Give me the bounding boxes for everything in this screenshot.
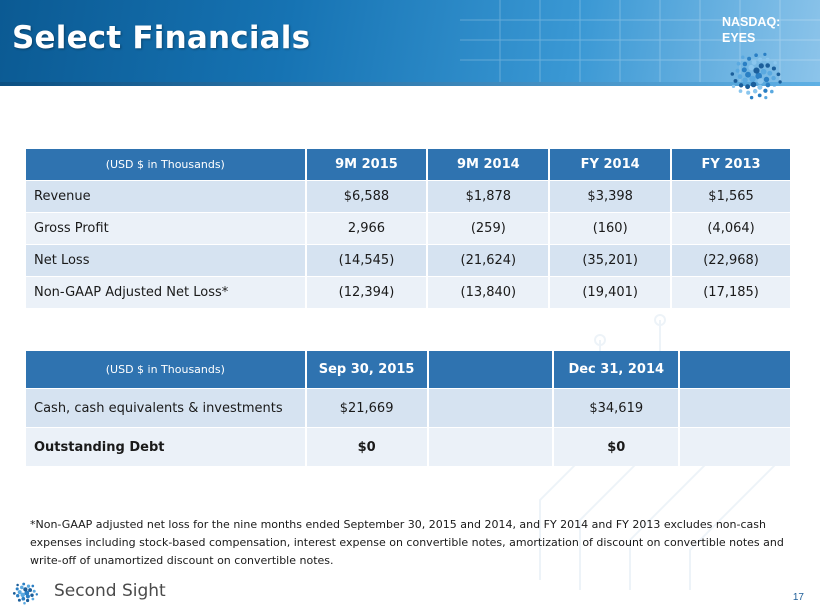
column-header: FY 2013 [671,149,792,181]
second-sight-logo: Second Sight [12,580,192,606]
header-banner: Select Financials NASDAQ: EYES [0,0,820,82]
balance-table: (USD $ in Thousands) Sep 30, 2015 Dec 31… [26,351,792,466]
table-row: Gross Profit 2,966 (259) (160) (4,064) [26,212,792,245]
table-cell [427,427,555,466]
table-cell: $21,669 [305,388,429,428]
header-underline [0,82,820,86]
column-header [679,351,792,389]
table-cell: (4,064) [671,212,792,245]
company-name: Second Sight [54,581,166,601]
banner-grid-pattern [460,0,820,82]
table-cell: (22,968) [671,244,792,277]
row-label: Non-GAAP Adjusted Net Loss* [26,276,307,308]
table-cell: (14,545) [305,244,429,277]
row-label: Cash, cash equivalents & investments [26,388,307,428]
row-label: Outstanding Debt [26,427,307,466]
table-cell: (17,185) [671,276,792,308]
table-cell [679,427,792,466]
row-label: Revenue [26,180,307,213]
column-header: Sep 30, 2015 [305,351,429,389]
table-cell: (13,840) [427,276,551,308]
column-header: 9M 2014 [427,149,551,181]
table-cell: (160) [549,212,673,245]
ticker-exchange: NASDAQ: [722,15,781,29]
table-row: Cash, cash equivalents & investments $21… [26,388,792,428]
table-cell: (12,394) [305,276,429,308]
table-cell: $0 [553,427,681,466]
column-header [427,351,555,389]
dotted-globe-icon [730,52,782,100]
table-row: Outstanding Debt $0 $0 [26,427,792,466]
page-title: Select Financials [12,20,311,56]
table-cell: (259) [427,212,551,245]
table-cell: $1,565 [671,180,792,213]
column-header: (USD $ in Thousands) [26,351,307,389]
row-label: Gross Profit [26,212,307,245]
table-cell: (21,624) [427,244,551,277]
table-cell: $3,398 [549,180,673,213]
row-label: Net Loss [26,244,307,277]
table-cell [427,388,555,428]
table-row: Net Loss (14,545) (21,624) (35,201) (22,… [26,244,792,277]
table-row: Non-GAAP Adjusted Net Loss* (12,394) (13… [26,276,792,308]
ticker-label: NASDAQ: EYES [722,14,780,46]
column-header: FY 2014 [549,149,673,181]
table-cell: $0 [305,427,429,466]
page-number: 17 [792,592,804,603]
table-header-row: (USD $ in Thousands) Sep 30, 2015 Dec 31… [26,351,792,389]
logo-dots-icon [12,582,39,605]
table-cell: (19,401) [549,276,673,308]
ticker-symbol: EYES [722,31,756,45]
table-cell: $6,588 [305,180,429,213]
column-header: Dec 31, 2014 [553,351,681,389]
table-header-row: (USD $ in Thousands) 9M 2015 9M 2014 FY … [26,149,792,181]
financials-table: (USD $ in Thousands) 9M 2015 9M 2014 FY … [26,149,792,308]
table-cell: 2,966 [305,212,429,245]
table-cell: $34,619 [553,388,681,428]
table-cell: $1,878 [427,180,551,213]
table-cell: (35,201) [549,244,673,277]
column-header: 9M 2015 [305,149,429,181]
footnote: *Non-GAAP adjusted net loss for the nine… [30,518,784,567]
column-header: (USD $ in Thousands) [26,149,307,181]
table-row: Revenue $6,588 $1,878 $3,398 $1,565 [26,180,792,213]
table-cell [679,388,792,428]
